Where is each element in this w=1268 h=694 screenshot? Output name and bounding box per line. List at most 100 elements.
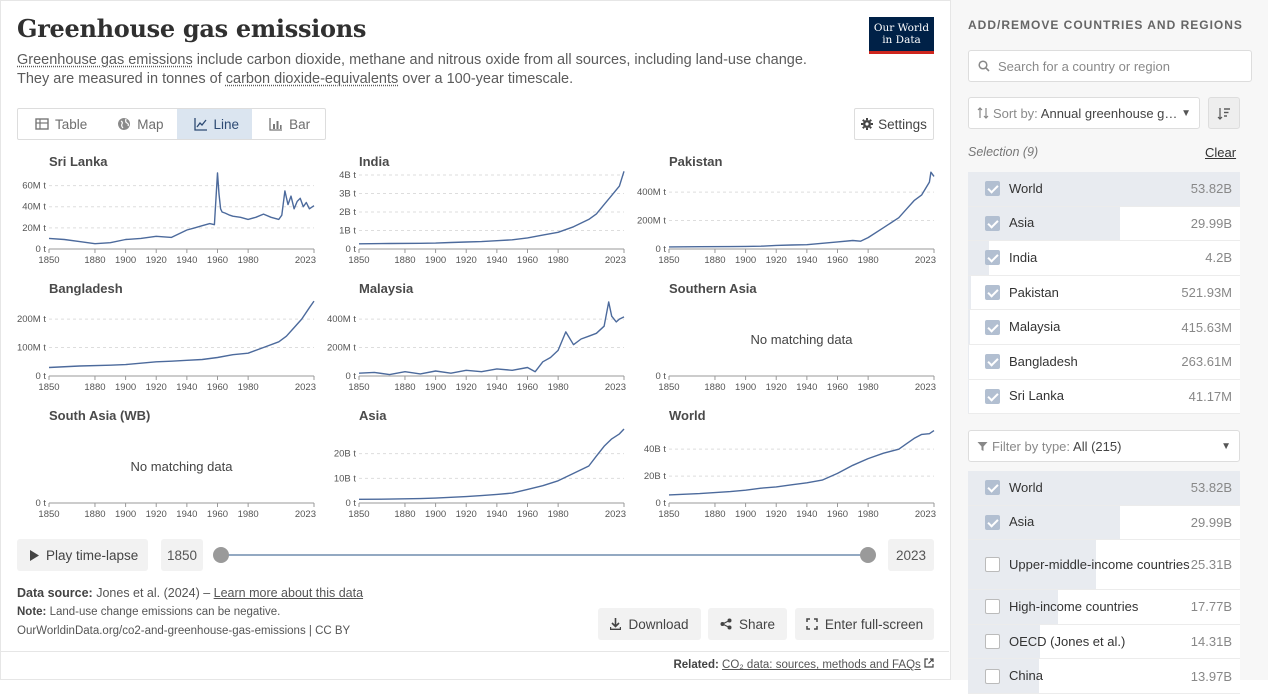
owid-logo[interactable]: Our World in Data — [869, 17, 934, 54]
x-tick-label: 1920 — [146, 255, 167, 266]
y-tick-label: 40B t — [644, 444, 667, 455]
entity-checkbox[interactable] — [985, 557, 1000, 572]
co2eq-link[interactable]: carbon dioxide-equivalents — [226, 71, 399, 87]
x-tick-label: 2023 — [295, 255, 316, 266]
sort-dropdown[interactable]: Sort by: Annual greenhouse gas emissions… — [968, 97, 1200, 129]
entity-checkbox[interactable] — [985, 216, 1000, 231]
x-tick-label: 2023 — [915, 382, 936, 393]
tab-table[interactable]: Table — [18, 109, 100, 139]
x-tick-label: 1960 — [827, 509, 848, 520]
y-tick-label: 0 t — [35, 498, 46, 509]
play-timelapse-button[interactable]: Play time-lapse — [17, 539, 148, 571]
related-link[interactable]: CO₂ data: sources, methods and FAQs — [722, 659, 921, 671]
entity-value: 41.17M — [1189, 389, 1232, 404]
country-search-input[interactable]: Search for a country or region — [968, 50, 1252, 82]
x-tick-label: 1900 — [425, 382, 446, 393]
share-button[interactable]: Share — [708, 608, 787, 640]
tab-map[interactable]: Map — [100, 109, 176, 139]
x-tick-label: 1980 — [238, 255, 259, 266]
search-icon — [978, 60, 990, 72]
filter-type-dropdown[interactable]: Filter by type: All (215) ▼ — [968, 430, 1240, 462]
timeline-track[interactable] — [221, 554, 867, 556]
x-tick-label: 1980 — [548, 382, 569, 393]
clear-selection-link[interactable]: Clear — [1205, 145, 1236, 160]
fullscreen-button[interactable]: Enter full-screen — [795, 608, 934, 640]
start-handle[interactable] — [213, 547, 229, 563]
fullscreen-label: Enter full-screen — [825, 617, 923, 632]
x-tick-label: 1980 — [548, 509, 569, 520]
sort-order-button[interactable] — [1208, 97, 1240, 129]
related-links: Related: CO₂ data: sources, methods and … — [673, 658, 934, 671]
end-handle[interactable] — [860, 547, 876, 563]
x-tick-label: 1960 — [517, 382, 538, 393]
learn-more-link[interactable]: Learn more about this data — [214, 586, 363, 600]
data-source: Data source: Jones et al. (2024) – Learn… — [17, 584, 363, 603]
entity-checkbox[interactable] — [985, 515, 1000, 530]
y-tick-label: 0 t — [35, 371, 46, 382]
entity-checkbox[interactable] — [985, 669, 1000, 684]
entity-checkbox[interactable] — [985, 354, 1000, 369]
settings-button[interactable]: Settings — [854, 108, 934, 140]
x-tick-label: 1900 — [425, 255, 446, 266]
entity-name: OECD (Jones et al.) — [1009, 634, 1191, 650]
x-tick-label: 1850 — [38, 509, 59, 520]
entity-checkbox[interactable] — [985, 599, 1000, 614]
entity-row[interactable]: OECD (Jones et al.)14.31B — [968, 625, 1240, 660]
x-tick-label: 1960 — [827, 382, 848, 393]
entity-checkbox[interactable] — [985, 181, 1000, 196]
entity-name: Asia — [1009, 215, 1191, 231]
ghg-link[interactable]: Greenhouse gas emissions — [17, 52, 193, 68]
source-url[interactable]: OurWorldinData.org/co2-and-greenhouse-ga… — [17, 622, 363, 641]
x-tick-label: 1980 — [238, 382, 259, 393]
entity-checkbox[interactable] — [985, 250, 1000, 265]
entity-checkbox[interactable] — [985, 320, 1000, 335]
start-year[interactable]: 1850 — [161, 539, 203, 571]
main-area: Greenhouse gas emissions Greenhouse gas … — [17, 0, 934, 680]
x-tick-label: 1960 — [517, 255, 538, 266]
y-tick-label: 0 t — [655, 498, 666, 509]
download-button[interactable]: Download — [598, 608, 701, 640]
sort-descending-icon — [1217, 107, 1231, 120]
entity-name: Malaysia — [1009, 319, 1181, 335]
entity-checkbox[interactable] — [985, 634, 1000, 649]
entity-checkbox[interactable] — [985, 480, 1000, 495]
x-tick-label: 1980 — [238, 509, 259, 520]
x-tick-label: 1940 — [176, 255, 197, 266]
gear-icon — [861, 118, 873, 130]
y-tick-label: 0 t — [655, 371, 666, 382]
end-year[interactable]: 2023 — [888, 539, 934, 571]
tab-line[interactable]: Line — [177, 109, 253, 139]
x-tick-label: 1880 — [84, 382, 105, 393]
entity-checkbox[interactable] — [985, 285, 1000, 300]
tab-bar[interactable]: Bar — [252, 109, 323, 139]
entity-checkbox[interactable] — [985, 389, 1000, 404]
x-tick-label: 1960 — [207, 255, 228, 266]
entity-name: Pakistan — [1009, 285, 1181, 301]
